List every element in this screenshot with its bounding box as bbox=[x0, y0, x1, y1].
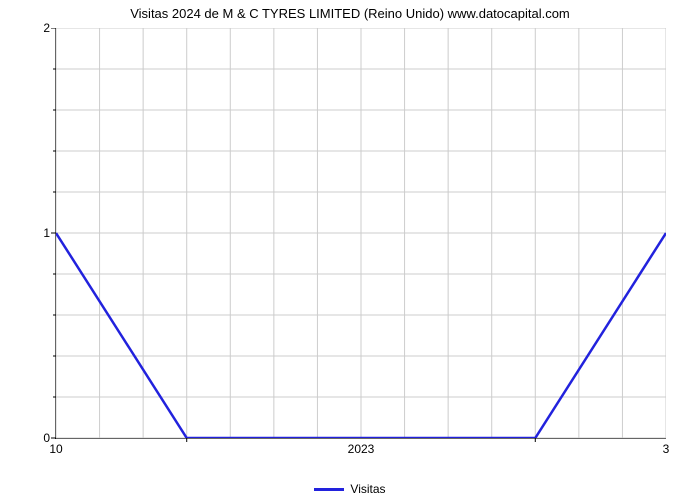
x-tick-label: 3 bbox=[663, 442, 670, 456]
plot-area: 0121020233 bbox=[55, 28, 666, 439]
x-tick-label: 2023 bbox=[348, 442, 375, 456]
legend: Visitas bbox=[0, 482, 700, 496]
chart-container: { "chart": { "type": "line", "title": "V… bbox=[0, 0, 700, 500]
legend-swatch bbox=[314, 488, 344, 491]
chart-title: Visitas 2024 de M & C TYRES LIMITED (Rei… bbox=[0, 6, 700, 21]
series-layer bbox=[56, 28, 666, 438]
y-tick-label: 2 bbox=[43, 21, 50, 35]
legend-label: Visitas bbox=[350, 482, 385, 496]
x-tick-label: 10 bbox=[49, 442, 62, 456]
y-tick-label: 1 bbox=[43, 226, 50, 240]
